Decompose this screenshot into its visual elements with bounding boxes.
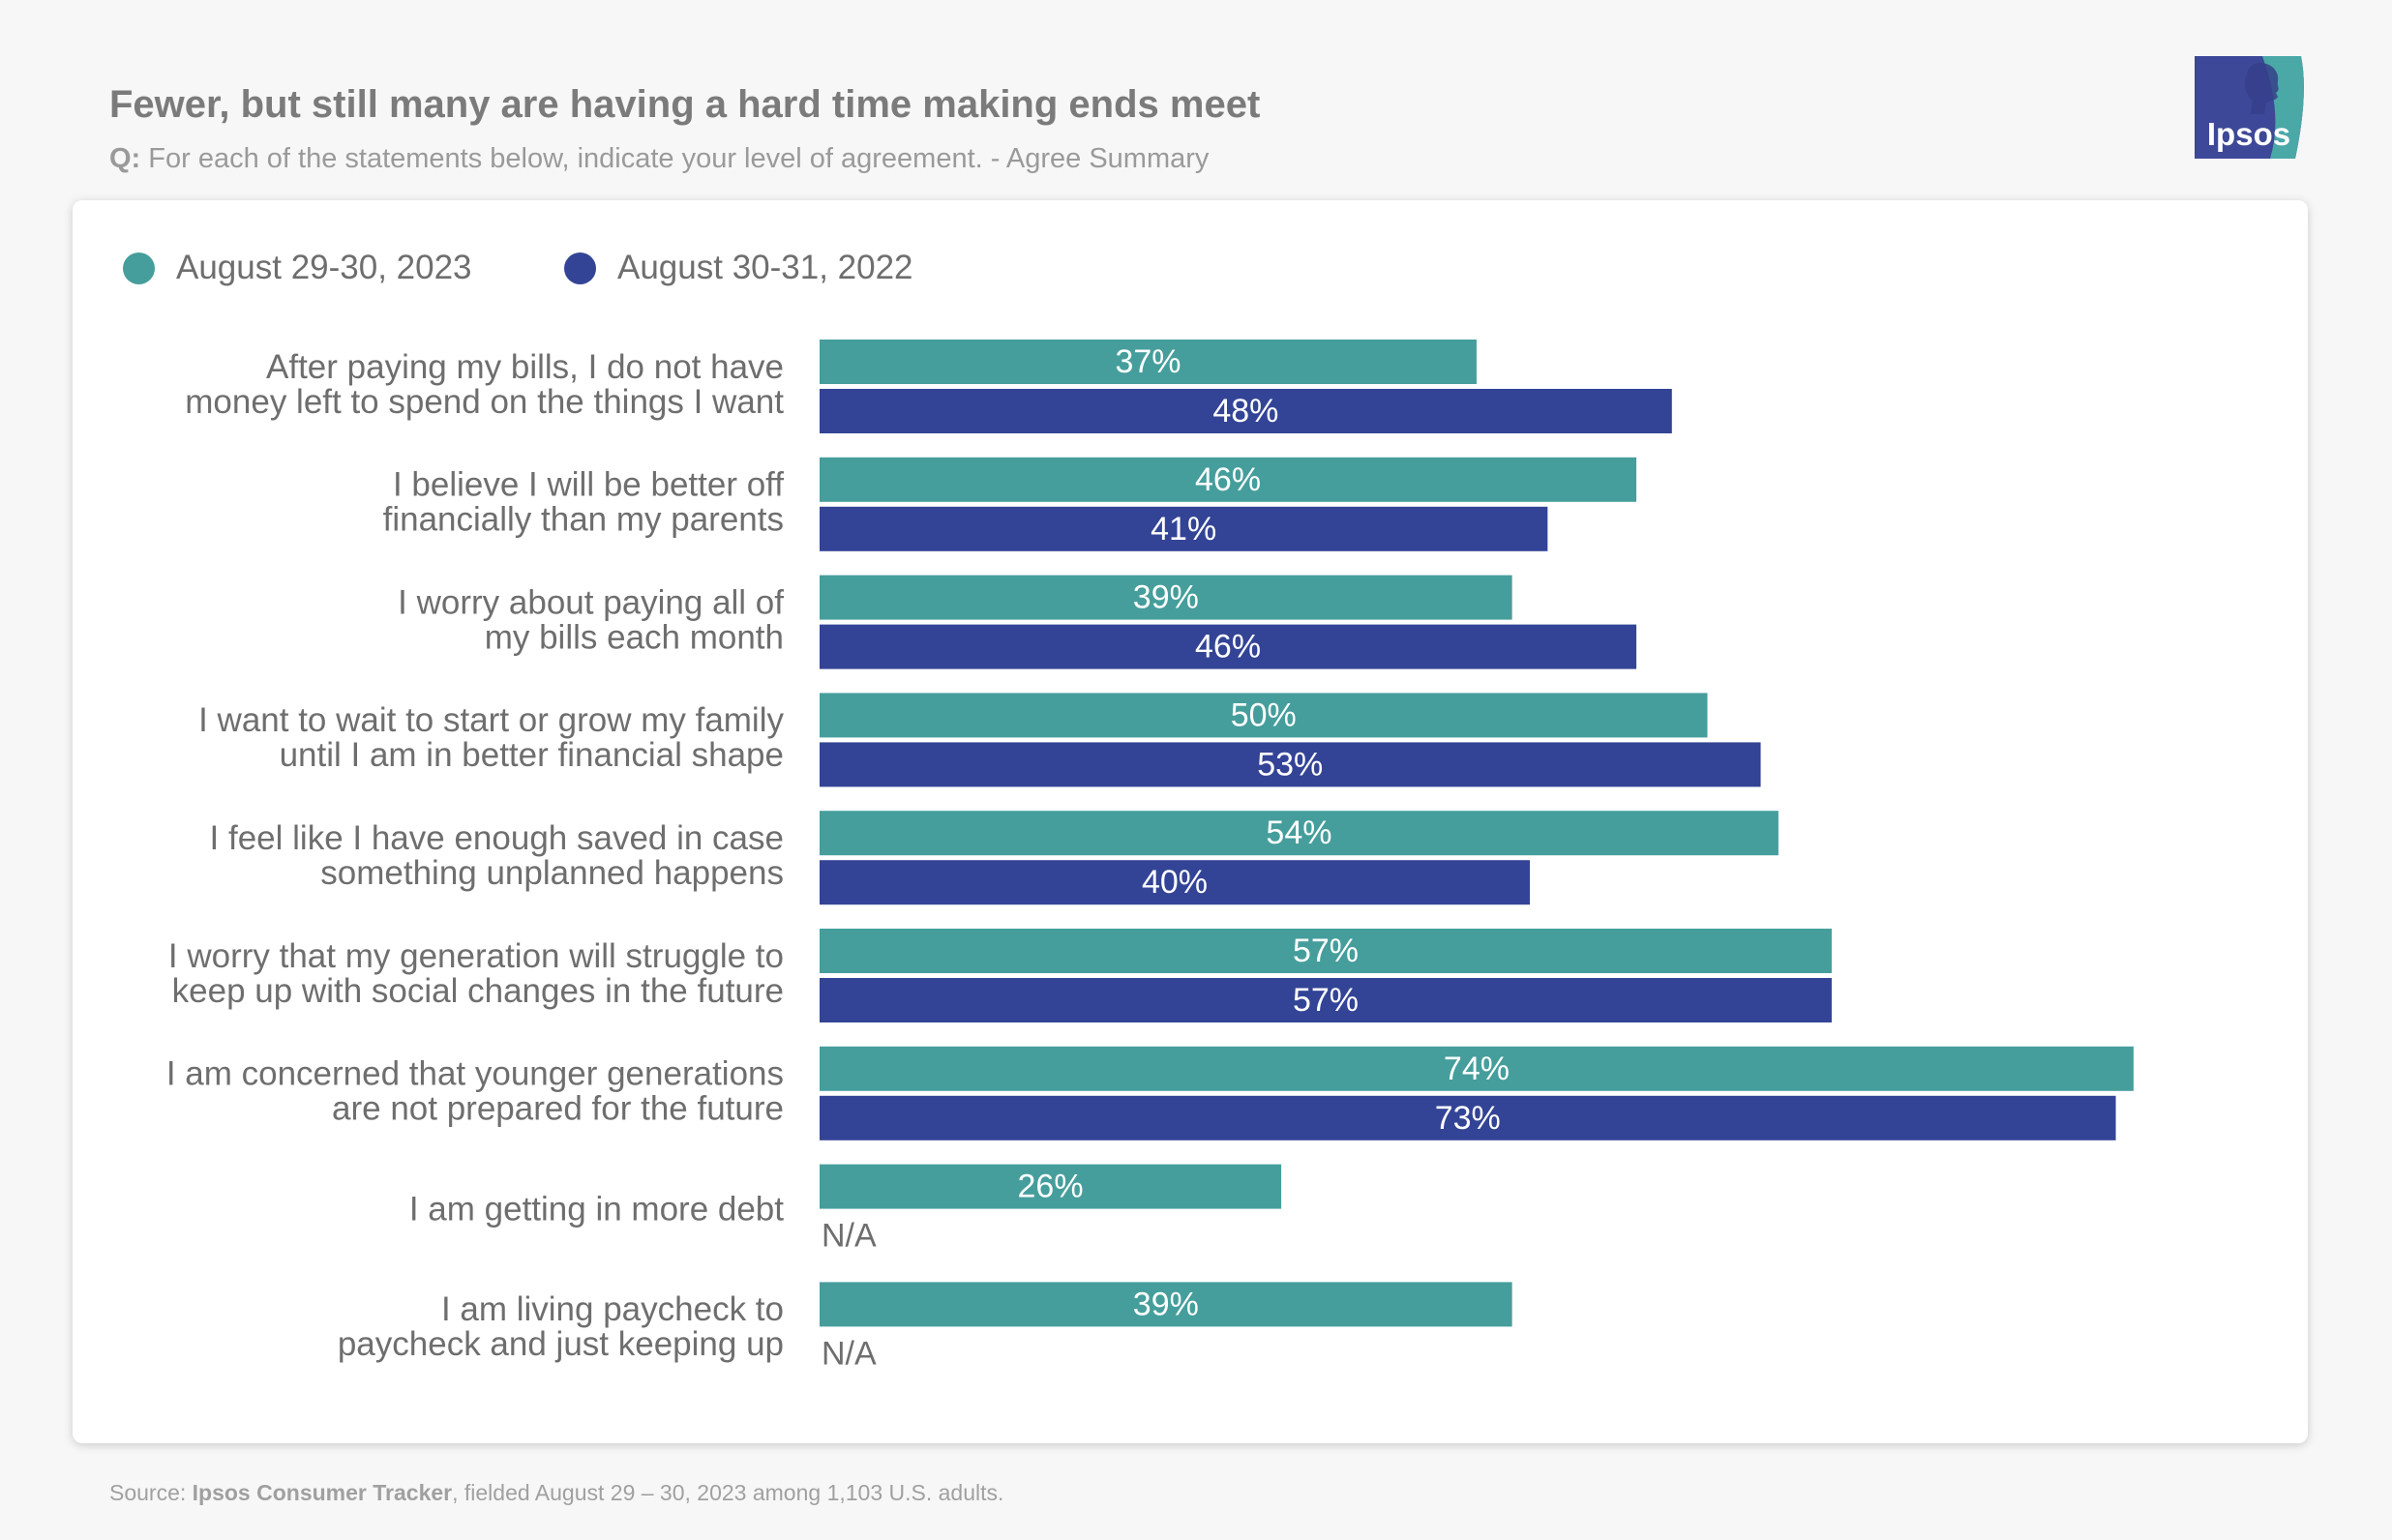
bar-group: I am concerned that younger generationsa…: [166, 1046, 2134, 1140]
source-footer: Source: Ipsos Consumer Tracker, fielded …: [109, 1480, 1003, 1506]
data-label-2023-category-4: 50%: [1231, 696, 1297, 733]
na-label-2022-category-8: N/A: [822, 1218, 877, 1255]
ipsos-logo-icon: Ipsos: [2195, 56, 2304, 159]
logo-text: Ipsos: [2207, 116, 2290, 152]
category-label-3-line-1: I worry about paying all of: [398, 583, 784, 621]
bar-2023-category-6: [820, 929, 1832, 973]
category-label-8-line-1: I am getting in more debt: [409, 1190, 784, 1228]
source-name: Ipsos Consumer Tracker: [192, 1480, 453, 1505]
category-label-4-line-2: until I am in better financial shape: [280, 736, 784, 774]
bar-2023-category-1: [820, 340, 1477, 384]
bar-group: After paying my bills, I do not havemone…: [185, 340, 1672, 433]
bar-group: I worry that my generation will struggle…: [168, 929, 1832, 1022]
bar-2022-category-7: [820, 1095, 2116, 1140]
category-label-5-line-1: I feel like I have enough saved in case: [210, 819, 784, 857]
legend-item-2022: August 30-31, 2022: [564, 249, 913, 287]
bar-2023-category-8: [820, 1164, 1282, 1209]
category-label-7-line-1: I am concerned that younger generations: [166, 1055, 784, 1093]
source-prefix: Source:: [109, 1480, 193, 1505]
bar-2022-category-6: [820, 978, 1832, 1022]
chart-card: August 29-30, 2023 August 30-31, 2022 Af…: [73, 200, 2308, 1443]
legend-dot-2022: [564, 252, 596, 284]
bar-group: I want to wait to start or grow my famil…: [198, 693, 1761, 787]
na-label-2022-category-9: N/A: [822, 1335, 877, 1372]
category-label-6-line-1: I worry that my generation will struggle…: [168, 937, 784, 975]
category-label-2-line-1: I believe I will be better off: [393, 466, 784, 504]
bar-2023-category-4: [820, 693, 1708, 738]
bar-2022-category-5: [820, 860, 1530, 905]
bar-2023-category-5: [820, 811, 1779, 856]
data-label-2023-category-8: 26%: [1018, 1169, 1084, 1205]
question-subtitle: Q: For each of the statements below, ind…: [109, 143, 1209, 175]
category-label-5-line-2: something unplanned happens: [320, 854, 784, 892]
legend-label-2023: August 29-30, 2023: [176, 249, 472, 286]
data-label-2023-category-7: 74%: [1444, 1051, 1510, 1087]
category-label-9-line-2: paycheck and just keeping up: [338, 1325, 784, 1363]
data-label-2023-category-2: 46%: [1195, 461, 1261, 498]
data-label-2022-category-1: 48%: [1212, 393, 1278, 429]
page-title: Fewer, but still many are having a hard …: [109, 83, 1261, 126]
data-label-2022-category-4: 53%: [1257, 746, 1323, 783]
bar-group: I am getting in more debt 26% N/A: [409, 1164, 1282, 1255]
data-label-2022-category-3: 46%: [1195, 629, 1261, 666]
bar-2022-category-2: [820, 506, 1548, 551]
data-label-2022-category-7: 73%: [1435, 1100, 1501, 1137]
bar-group: I believe I will be better offfinanciall…: [383, 457, 1637, 551]
category-label-9-line-1: I am living paycheck to: [441, 1290, 784, 1328]
bar-2023-category-7: [820, 1046, 2134, 1091]
legend-item-2023: August 29-30, 2023: [123, 249, 472, 287]
data-label-2023-category-6: 57%: [1293, 933, 1359, 969]
data-label-2022-category-5: 40%: [1142, 864, 1208, 901]
data-label-2022-category-6: 57%: [1293, 982, 1359, 1019]
bar-2023-category-3: [820, 575, 1512, 620]
bar-2022-category-3: [820, 624, 1637, 669]
category-label-6-line-2: keep up with social changes in the futur…: [172, 972, 784, 1010]
data-label-2023-category-9: 39%: [1133, 1286, 1199, 1322]
data-label-2023-category-1: 37%: [1115, 343, 1181, 380]
category-label-2-line-2: financially than my parents: [383, 501, 784, 539]
bar-2023-category-2: [820, 457, 1637, 502]
data-label-2023-category-5: 54%: [1266, 814, 1331, 851]
data-label-2023-category-3: 39%: [1133, 579, 1199, 616]
bar-chart: After paying my bills, I do not havemone…: [166, 340, 2134, 1372]
bar-2022-category-4: [820, 742, 1761, 787]
category-label-1-line-2: money left to spend on the things I want: [185, 383, 784, 421]
data-label-2022-category-2: 41%: [1151, 511, 1216, 548]
bar-group: I feel like I have enough saved in cases…: [210, 811, 1779, 905]
category-label-1-line-1: After paying my bills, I do not have: [266, 348, 784, 386]
category-label-7-line-2: are not prepared for the future: [332, 1090, 784, 1128]
question-text: For each of the statements below, indica…: [140, 143, 1210, 174]
category-label-3-line-2: my bills each month: [485, 618, 784, 656]
legend-label-2022: August 30-31, 2022: [617, 249, 913, 286]
category-label-4-line-1: I want to wait to start or grow my famil…: [198, 701, 784, 739]
ipsos-logo: Ipsos: [2195, 56, 2309, 159]
source-details: , fielded August 29 – 30, 2023 among 1,1…: [452, 1480, 1004, 1505]
legend-dot-2023: [123, 252, 155, 284]
bar-2023-category-9: [820, 1282, 1512, 1327]
bar-2022-category-1: [820, 389, 1672, 433]
question-prefix: Q:: [109, 143, 141, 174]
